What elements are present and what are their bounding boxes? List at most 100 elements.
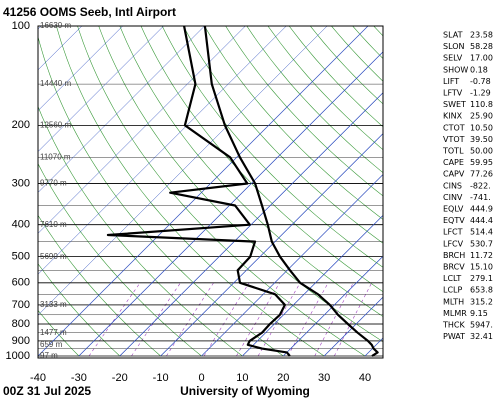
profile-line	[106, 26, 291, 357]
isotherm-grid	[119, 92, 383, 357]
index-name: SELV	[443, 54, 463, 63]
height-label: 16630 m	[40, 21, 71, 30]
index-name: BRCV	[443, 263, 465, 272]
index-name: VTOT	[443, 135, 465, 144]
index-name: PWAT	[443, 332, 465, 341]
height-label: 11070 m	[40, 152, 71, 161]
x-tick-label: 40	[359, 372, 371, 384]
index-name: CTOT	[443, 123, 465, 132]
index-value: 279.1	[470, 274, 493, 283]
dry-adiabat	[38, 214, 161, 357]
height-label: 97 m	[40, 351, 58, 360]
dry-adiabat	[288, 26, 383, 128]
dry-adiabat	[183, 26, 383, 244]
index-value: 315.2	[470, 297, 493, 306]
mixing-ratio-line	[314, 282, 354, 357]
index-value: 444.4	[470, 216, 493, 225]
x-tick-label: -10	[153, 372, 169, 384]
dry-adiabat	[38, 263, 121, 357]
y-tick-label: 400	[12, 219, 30, 231]
height-label: 5690 m	[40, 252, 67, 261]
index-value: 17.00	[470, 54, 493, 63]
dry-adiabat	[140, 26, 383, 293]
x-tick-label: 30	[318, 372, 330, 384]
mixing-ratio-line	[131, 282, 181, 357]
index-value: 444.9	[470, 205, 493, 214]
index-name: TOTL	[442, 147, 464, 156]
index-value: 77.26	[470, 170, 493, 179]
index-value: 23.58	[470, 31, 493, 40]
index-value: -822.	[470, 181, 491, 190]
x-tick-label: -20	[112, 372, 128, 384]
index-name: LCLP	[443, 286, 463, 295]
index-name: MLTH	[443, 297, 464, 306]
y-tick-label: 300	[12, 177, 30, 189]
index-name: SHOW	[443, 65, 468, 74]
index-name: BRCH	[443, 251, 465, 260]
index-value: -0.78	[470, 77, 491, 86]
height-label: 14440 m	[40, 79, 71, 88]
mixing-ratio-line	[236, 282, 280, 357]
isotherm	[38, 26, 246, 234]
mixing-ratio-line	[166, 282, 214, 357]
chart-title: 41256 OOMS Seeb, Intl Airport	[3, 5, 176, 19]
y-tick-label: 800	[12, 318, 30, 330]
index-name: EQLV	[443, 205, 464, 214]
index-value: 653.8	[470, 286, 493, 295]
isotherm-grid	[160, 133, 383, 357]
dry-adiabat	[38, 105, 243, 357]
index-value: -741.	[470, 193, 491, 202]
x-tick-label: 0	[198, 372, 204, 384]
dry-adiabat	[310, 26, 383, 105]
mixing-ratio-line	[88, 282, 141, 357]
x-tick-label: -40	[30, 372, 46, 384]
index-name: KINX	[443, 112, 463, 121]
height-label: 12560 m	[40, 120, 71, 129]
index-value: 530.7	[470, 239, 493, 248]
isotherm-grid	[242, 214, 383, 357]
y-tick-label: 900	[12, 335, 30, 347]
dry-adiabat	[119, 26, 383, 317]
dry-adiabat	[38, 35, 284, 357]
index-name: EQTV	[443, 216, 465, 225]
height-label: 659 m	[40, 340, 63, 349]
profiles	[106, 26, 379, 357]
mixing-ratio-line	[334, 282, 372, 357]
index-name: CAPV	[443, 170, 465, 179]
index-value: 32.41	[470, 332, 493, 341]
index-name: LCLT	[443, 274, 461, 283]
index-value: 15.10	[470, 263, 493, 272]
isotherm	[38, 26, 123, 112]
date-label: 00Z 31 Jul 2025	[3, 384, 91, 398]
dry-adiabat	[267, 26, 383, 151]
index-value: 5947.	[470, 321, 493, 330]
index-value: 10.50	[470, 123, 493, 132]
isotherm-grid	[283, 255, 383, 357]
x-tick-label: -30	[71, 372, 87, 384]
height-label: 1477 m	[40, 328, 67, 337]
dry-adiabat	[56, 26, 325, 357]
y-tick-label: 600	[12, 277, 30, 289]
index-name: LFCT	[443, 228, 463, 237]
index-name: THCK	[442, 321, 465, 330]
plot-frame	[37, 25, 384, 359]
index-value: 11.72	[470, 251, 493, 260]
isotherm	[38, 26, 287, 275]
index-value: 514.4	[470, 228, 493, 237]
index-value: 9.15	[470, 309, 488, 318]
height-label: 7610 m	[40, 220, 67, 229]
isotherm	[38, 26, 205, 193]
y-tick-label: 200	[12, 119, 30, 131]
index-value: -1.29	[470, 89, 491, 98]
isotherm-grid	[38, 26, 369, 357]
index-name: SWET	[443, 100, 466, 109]
height-label: 9770 m	[40, 179, 67, 188]
index-value: 58.28	[470, 42, 493, 51]
x-tick-label: 10	[236, 372, 248, 384]
y-tick-label: 1000	[6, 350, 30, 362]
index-value: 0.18	[470, 65, 488, 74]
y-tick-label: 100	[12, 20, 30, 32]
dry-adiabat	[38, 163, 202, 357]
